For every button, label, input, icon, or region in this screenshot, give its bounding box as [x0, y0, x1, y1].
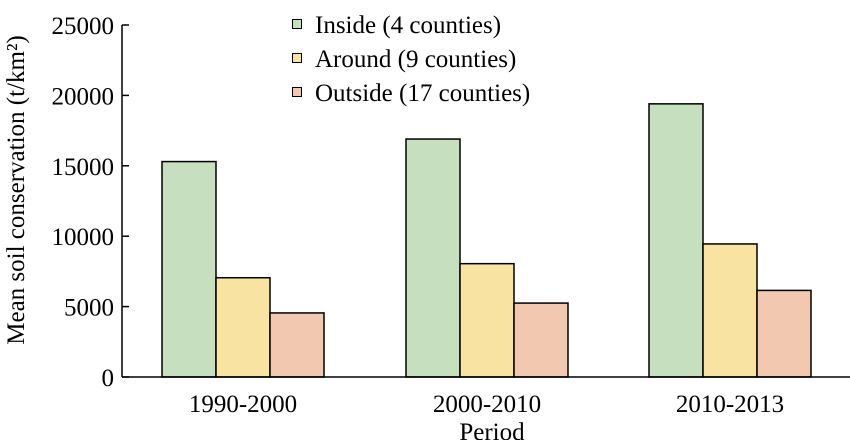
- bar-3-3: [756, 289, 812, 378]
- bar-1-2: [405, 138, 461, 378]
- legend: Inside (4 counties) Around (9 counties) Ou…: [292, 12, 530, 107]
- y-axis-title: Mean soil conservation (t/km²): [3, 35, 30, 345]
- x-tick-label: 2000-2010: [433, 391, 541, 418]
- x-axis-title: Period: [459, 419, 525, 440]
- y-tick-label: 10000: [52, 224, 115, 251]
- bar-1-3: [648, 103, 704, 378]
- bars-group: [161, 103, 812, 378]
- legend-swatch-2: [292, 53, 302, 63]
- legend-swatch-1: [292, 19, 302, 29]
- bar-2-2: [459, 262, 515, 378]
- legend-label-1: Inside (4 counties): [315, 12, 501, 39]
- y-tick-label: 20000: [52, 83, 115, 110]
- y-ticks-group: 0 5000 10000 15000 20000 25000: [52, 13, 129, 392]
- y-tick-label: 15000: [52, 154, 115, 181]
- bar-2-1: [215, 276, 271, 378]
- x-ticks-group: 1990-2000 2000-2010 2010-2013: [189, 391, 784, 418]
- y-tick-label: 5000: [64, 295, 114, 322]
- y-tick-label: 0: [102, 365, 115, 392]
- bar-3-2: [513, 302, 569, 378]
- legend-label-2: Around (9 counties): [315, 46, 516, 73]
- x-tick-label: 1990-2000: [189, 391, 297, 418]
- y-tick-label: 25000: [52, 13, 115, 40]
- axes-group: [121, 25, 850, 378]
- bar-2-3: [702, 243, 758, 378]
- legend-label-3: Outside (17 counties): [315, 80, 530, 107]
- bar-1-1: [161, 160, 217, 378]
- x-tick-label: 2010-2013: [676, 391, 784, 418]
- bar-3-1: [269, 312, 325, 378]
- legend-swatch-3: [292, 87, 302, 97]
